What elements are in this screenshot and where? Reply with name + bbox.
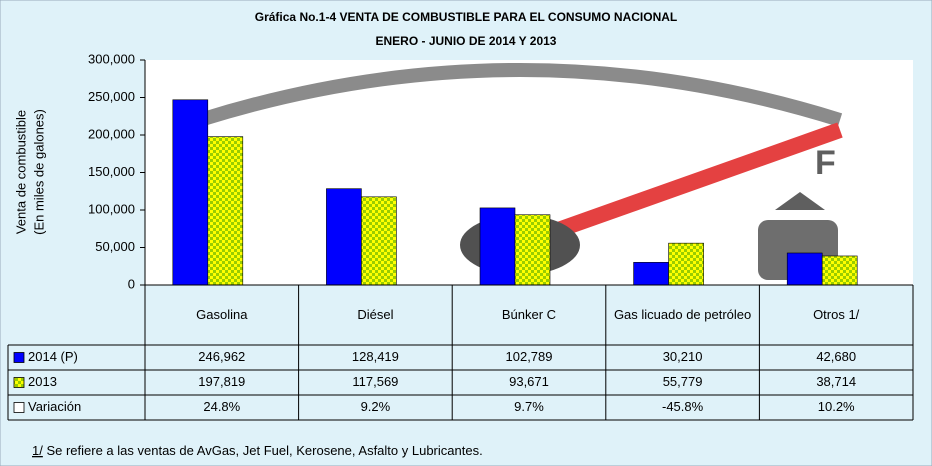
y-tick-label: 250,000 bbox=[88, 89, 135, 104]
table-value: 24.8% bbox=[203, 399, 240, 414]
footnote-text: Se refiere a las ventas de AvGas, Jet Fu… bbox=[43, 443, 483, 458]
table-value: 102,789 bbox=[506, 349, 553, 364]
y-tick-label: 150,000 bbox=[88, 164, 135, 179]
bar bbox=[786, 252, 823, 286]
bar bbox=[172, 99, 209, 286]
bar bbox=[361, 196, 397, 286]
category-cell: Búnker C bbox=[501, 307, 557, 322]
x-tick-label: Diésel bbox=[357, 307, 394, 322]
bar bbox=[821, 255, 858, 286]
table-value: 9.2% bbox=[361, 399, 391, 414]
legend-label: 2013 bbox=[28, 374, 57, 389]
y-tick-label: 300,000 bbox=[88, 51, 135, 66]
table-value: -45.8% bbox=[662, 399, 704, 414]
table-value: 128,419 bbox=[352, 349, 399, 364]
category-cell: Diésel bbox=[357, 307, 394, 322]
category-cell: Otros 1/ bbox=[813, 307, 860, 322]
table-value: 30,210 bbox=[663, 349, 703, 364]
footnote: 1/ Se refiere a las ventas de AvGas, Jet… bbox=[32, 443, 483, 458]
x-tick-label: Gasolina bbox=[196, 307, 248, 322]
y-tick-label: 100,000 bbox=[88, 201, 135, 216]
table-value: 117,569 bbox=[352, 374, 398, 389]
table-value: 42,680 bbox=[816, 349, 856, 364]
bar bbox=[633, 262, 669, 286]
y-tick-label: 0 bbox=[128, 276, 135, 291]
y-axis-label: (En miles de galones) bbox=[31, 109, 46, 235]
table-value: 93,671 bbox=[509, 374, 549, 389]
table-value: 55,779 bbox=[663, 374, 703, 389]
bar bbox=[479, 207, 516, 286]
footnote-marker: 1/ bbox=[32, 443, 43, 458]
table-value: 10.2% bbox=[818, 399, 855, 414]
legend-swatch bbox=[13, 402, 25, 413]
bar bbox=[668, 242, 704, 286]
chart-subtitle: ENERO - JUNIO DE 2014 Y 2013 bbox=[376, 34, 557, 48]
chart-title: Gráfica No.1-4 VENTA DE COMBUSTIBLE PARA… bbox=[255, 10, 677, 24]
y-tick-label: 200,000 bbox=[88, 126, 135, 141]
table-value: 9.7% bbox=[514, 399, 544, 414]
table-value: 246,962 bbox=[198, 349, 245, 364]
bar bbox=[207, 136, 244, 286]
bar bbox=[514, 214, 551, 286]
legend-swatch bbox=[13, 352, 25, 363]
table-value: 38,714 bbox=[816, 374, 856, 389]
x-tick-label: Búnker C bbox=[501, 307, 557, 322]
y-axis-label: Venta de combustible bbox=[13, 110, 28, 234]
bar bbox=[326, 188, 362, 286]
category-cell: Gasolina bbox=[196, 307, 248, 322]
x-tick-label: Otros 1/ bbox=[813, 307, 860, 322]
category-cell: Gas licuado de petróleo bbox=[613, 307, 752, 322]
x-tick-label: Gas licuado de petróleo bbox=[613, 307, 752, 322]
table-value: 197,819 bbox=[198, 374, 245, 389]
svg-text:F: F bbox=[815, 144, 836, 182]
legend-label: 2014 (P) bbox=[28, 349, 78, 364]
legend-swatch bbox=[13, 377, 25, 388]
legend-label: Variación bbox=[28, 399, 81, 414]
y-tick-label: 50,000 bbox=[95, 239, 135, 254]
